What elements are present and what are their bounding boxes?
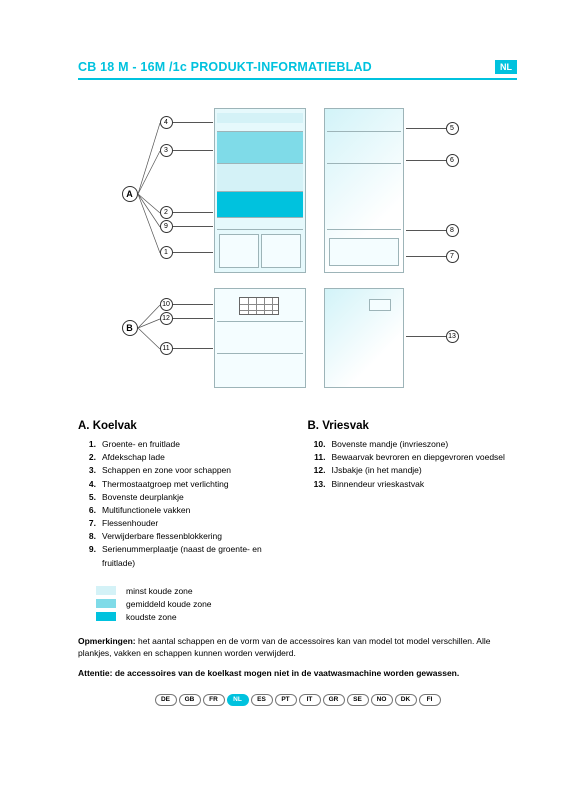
shelf-line (217, 191, 303, 192)
list-item: 9.Serienummerplaatje (naast de groente- … (78, 543, 288, 569)
legend-label: gemiddeld koude zone (126, 599, 212, 609)
callout-13: 13 (406, 330, 459, 343)
note-text: het aantal schappen en de vorm van de ac… (78, 636, 490, 658)
callout-10: 10 (160, 298, 213, 311)
legend-label: minst koude zone (126, 586, 193, 596)
shelf-line (217, 163, 303, 164)
list-item: 6.Multifunctionele vakken (78, 504, 288, 517)
lang-pill-se[interactable]: SE (347, 694, 369, 706)
shelf-line (217, 131, 303, 132)
door-shelf (327, 131, 401, 132)
freezer-door (324, 288, 404, 388)
attention: Attentie: de accessoires van de koelkast… (78, 668, 517, 678)
freezer-shelf (217, 353, 303, 354)
callout-7: 7 (406, 250, 459, 263)
lang-pill-pt[interactable]: PT (275, 694, 297, 706)
callout-3: 3 (160, 144, 213, 157)
callout-2: 2 (160, 206, 213, 219)
list-item: 7.Flessenhouder (78, 517, 288, 530)
zone-band (217, 131, 303, 163)
diagram: A B (78, 98, 517, 398)
list-a: A. Koelvak 1.Groente- en fruitlade 2.Afd… (78, 420, 288, 570)
lang-pill-no[interactable]: NO (371, 694, 393, 706)
fridge-compartment (214, 108, 306, 273)
zone-band (217, 113, 303, 123)
callout-11: 11 (160, 342, 213, 355)
lang-pill-de[interactable]: DE (155, 694, 177, 706)
list-item: 5.Bovenste deurplankje (78, 491, 288, 504)
legend-swatch (96, 586, 116, 595)
legend-swatch (96, 599, 116, 608)
list-b: B. Vriesvak 10.Bovenste mandje (invriesz… (308, 420, 518, 570)
callout-4: 4 (160, 116, 213, 129)
legend-swatch (96, 612, 116, 621)
lang-badge: NL (495, 60, 517, 74)
lang-pill-nl[interactable]: NL (227, 694, 249, 706)
list-item: 11.Bewaarvak bevroren en diepgevroren vo… (308, 451, 518, 464)
list-item: 1.Groente- en fruitlade (78, 438, 288, 451)
list-item: 12.IJsbakje (in het mandje) (308, 464, 518, 477)
freezer-door-panel (369, 299, 391, 311)
fridge-door (324, 108, 404, 273)
lang-pill-es[interactable]: ES (251, 694, 273, 706)
freezer-shelf (217, 321, 303, 322)
freezer-basket (239, 297, 279, 315)
callout-8: 8 (406, 224, 459, 237)
zone-band (217, 191, 303, 217)
callout-12: 12 (160, 312, 213, 325)
lang-pill-gr[interactable]: GR (323, 694, 345, 706)
page-title: CB 18 M - 16M /1c PRODUKT-INFORMATIEBLAD (78, 60, 372, 74)
bottle-shelf (329, 238, 399, 266)
callout-6: 6 (406, 154, 459, 167)
legend-row: minst koude zone (96, 586, 517, 596)
list-item: 3.Schappen en zone voor schappen (78, 464, 288, 477)
list-item: 4.Thermostaatgroep met verlichting (78, 478, 288, 491)
note: Opmerkingen: het aantal schappen en de v… (78, 636, 517, 660)
shelf-line (217, 217, 303, 218)
note-bold: Opmerkingen: (78, 636, 136, 646)
lang-pill-dk[interactable]: DK (395, 694, 417, 706)
door-shelf (327, 163, 401, 164)
list-item: 8.Verwijderbare flessenblokkering (78, 530, 288, 543)
lists: A. Koelvak 1.Groente- en fruitlade 2.Afd… (78, 420, 517, 570)
list-item: 2.Afdekschap lade (78, 451, 288, 464)
diagram-letter-a: A (122, 186, 138, 202)
callout-5: 5 (406, 122, 459, 135)
shelf-line (217, 229, 303, 230)
diagram-letter-b: B (122, 320, 138, 336)
list-b-items: 10.Bovenste mandje (invrieszone) 11.Bewa… (308, 438, 518, 491)
lang-pill-fr[interactable]: FR (203, 694, 225, 706)
lang-pill-it[interactable]: IT (299, 694, 321, 706)
door-shelf (327, 229, 401, 230)
crisper-drawer (261, 234, 301, 268)
list-b-title: B. Vriesvak (308, 420, 518, 432)
lang-pill-gb[interactable]: GB (179, 694, 201, 706)
callout-9: 9 (160, 220, 213, 233)
list-a-items: 1.Groente- en fruitlade 2.Afdekschap lad… (78, 438, 288, 570)
crisper-drawer (219, 234, 259, 268)
freezer-compartment (214, 288, 306, 388)
list-item: 10.Bovenste mandje (invrieszone) (308, 438, 518, 451)
list-item: 13.Binnendeur vrieskastvak (308, 478, 518, 491)
legend-row: gemiddeld koude zone (96, 599, 517, 609)
legend-label: koudste zone (126, 612, 177, 622)
footer-langs: DE GB FR NL ES PT IT GR SE NO DK FI (78, 694, 517, 706)
legend: minst koude zone gemiddeld koude zone ko… (96, 586, 517, 622)
header: CB 18 M - 16M /1c PRODUKT-INFORMATIEBLAD… (78, 60, 517, 80)
zone-band (217, 163, 303, 191)
list-a-title: A. Koelvak (78, 420, 288, 432)
legend-row: koudste zone (96, 612, 517, 622)
callout-1: 1 (160, 246, 213, 259)
lang-pill-fi[interactable]: FI (419, 694, 441, 706)
